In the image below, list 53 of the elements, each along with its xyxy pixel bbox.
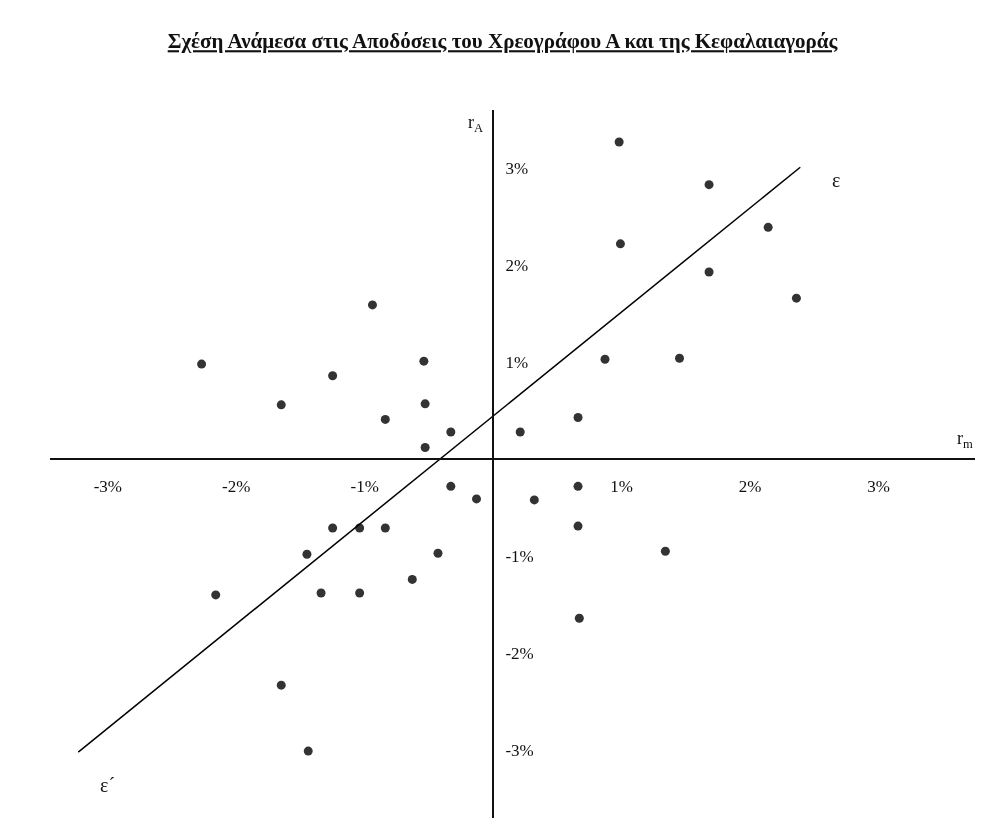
point xyxy=(328,371,338,381)
point xyxy=(615,239,625,249)
point xyxy=(600,354,610,364)
chart-title: Σχέση Ανάμεσα στις Αποδόσεις του Χρεογράφου Α και της Κεφαλαιαγοράς xyxy=(167,29,839,54)
point xyxy=(791,293,801,303)
point xyxy=(675,353,685,363)
y-tick-label: 3% xyxy=(505,159,529,179)
x-tick-label: 2% xyxy=(738,477,762,497)
x-tick-label: -2% xyxy=(222,477,251,497)
x-axis-title: r$_{m}$ xyxy=(957,428,973,451)
point xyxy=(380,414,390,424)
point xyxy=(660,546,670,556)
point xyxy=(573,521,583,531)
y-tick-label: -1% xyxy=(505,547,534,567)
y-tick-label: -2% xyxy=(505,644,534,664)
point xyxy=(529,495,539,505)
point xyxy=(355,588,365,598)
y-axis-title: r$_{A}$ xyxy=(468,112,484,135)
x-tick-label: -3% xyxy=(93,477,122,497)
point xyxy=(302,549,312,559)
point xyxy=(472,494,482,504)
y-tick-label: -3% xyxy=(505,741,534,761)
point xyxy=(211,590,221,600)
y-tick-label: 2% xyxy=(505,256,529,276)
point xyxy=(276,680,286,690)
y-tick-label: 1% xyxy=(505,353,529,373)
point xyxy=(573,412,583,422)
point xyxy=(574,613,584,623)
point xyxy=(515,427,525,437)
point xyxy=(446,481,456,491)
point xyxy=(407,574,417,584)
point xyxy=(316,588,326,598)
point xyxy=(704,180,714,190)
point xyxy=(433,548,443,558)
point xyxy=(197,359,207,369)
point xyxy=(704,267,714,277)
point xyxy=(303,746,313,756)
annotation: ε xyxy=(832,169,841,191)
x-tick-label: 3% xyxy=(867,477,890,497)
point xyxy=(446,427,456,437)
point xyxy=(276,400,286,410)
x-tick-label: 1% xyxy=(610,477,634,497)
point xyxy=(367,300,377,310)
point xyxy=(573,481,583,491)
point xyxy=(763,222,773,232)
point xyxy=(419,356,429,366)
point xyxy=(420,399,430,409)
point xyxy=(420,443,430,453)
annotation: ε´ xyxy=(100,774,116,796)
x-tick-label: -1% xyxy=(350,477,379,497)
point xyxy=(328,523,338,533)
point xyxy=(380,523,390,533)
point xyxy=(614,137,624,147)
